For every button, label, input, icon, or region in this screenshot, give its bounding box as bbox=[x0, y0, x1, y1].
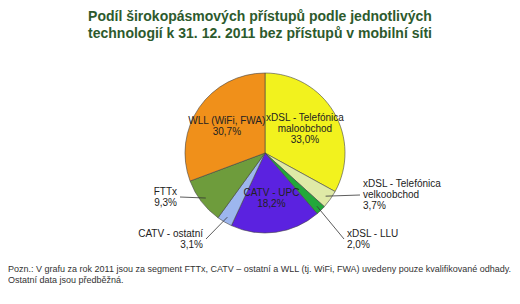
html-text:Podíl širokopásmových přístupů: Podíl širokopásmových přístupů podle jed… bbox=[88, 8, 432, 41]
svg-text:xDSL - LLU2,0%: xDSL - LLU2,0% bbox=[347, 228, 398, 250]
html-text:Pozn.: V grafu za rok 2011 jso: Pozn.: V grafu za rok 2011 jsou za segme… bbox=[8, 264, 511, 285]
svg-text:CATV - ostatní3,1%: CATV - ostatní3,1% bbox=[138, 228, 203, 250]
svg-text:xDSL - Telefónicamaloobchod33,: xDSL - Telefónicamaloobchod33,0% bbox=[266, 112, 344, 145]
svg-text:WLL (WiFi, FWA)30,7%: WLL (WiFi, FWA)30,7% bbox=[188, 115, 265, 137]
svg-text:xDSL - Telefónicavelkoobchod3,: xDSL - Telefónicavelkoobchod3,7% bbox=[363, 178, 441, 211]
svg-text:CATV - UPC18,2%: CATV - UPC18,2% bbox=[243, 187, 299, 209]
svg-text:FTTx9,3%: FTTx9,3% bbox=[154, 186, 177, 208]
